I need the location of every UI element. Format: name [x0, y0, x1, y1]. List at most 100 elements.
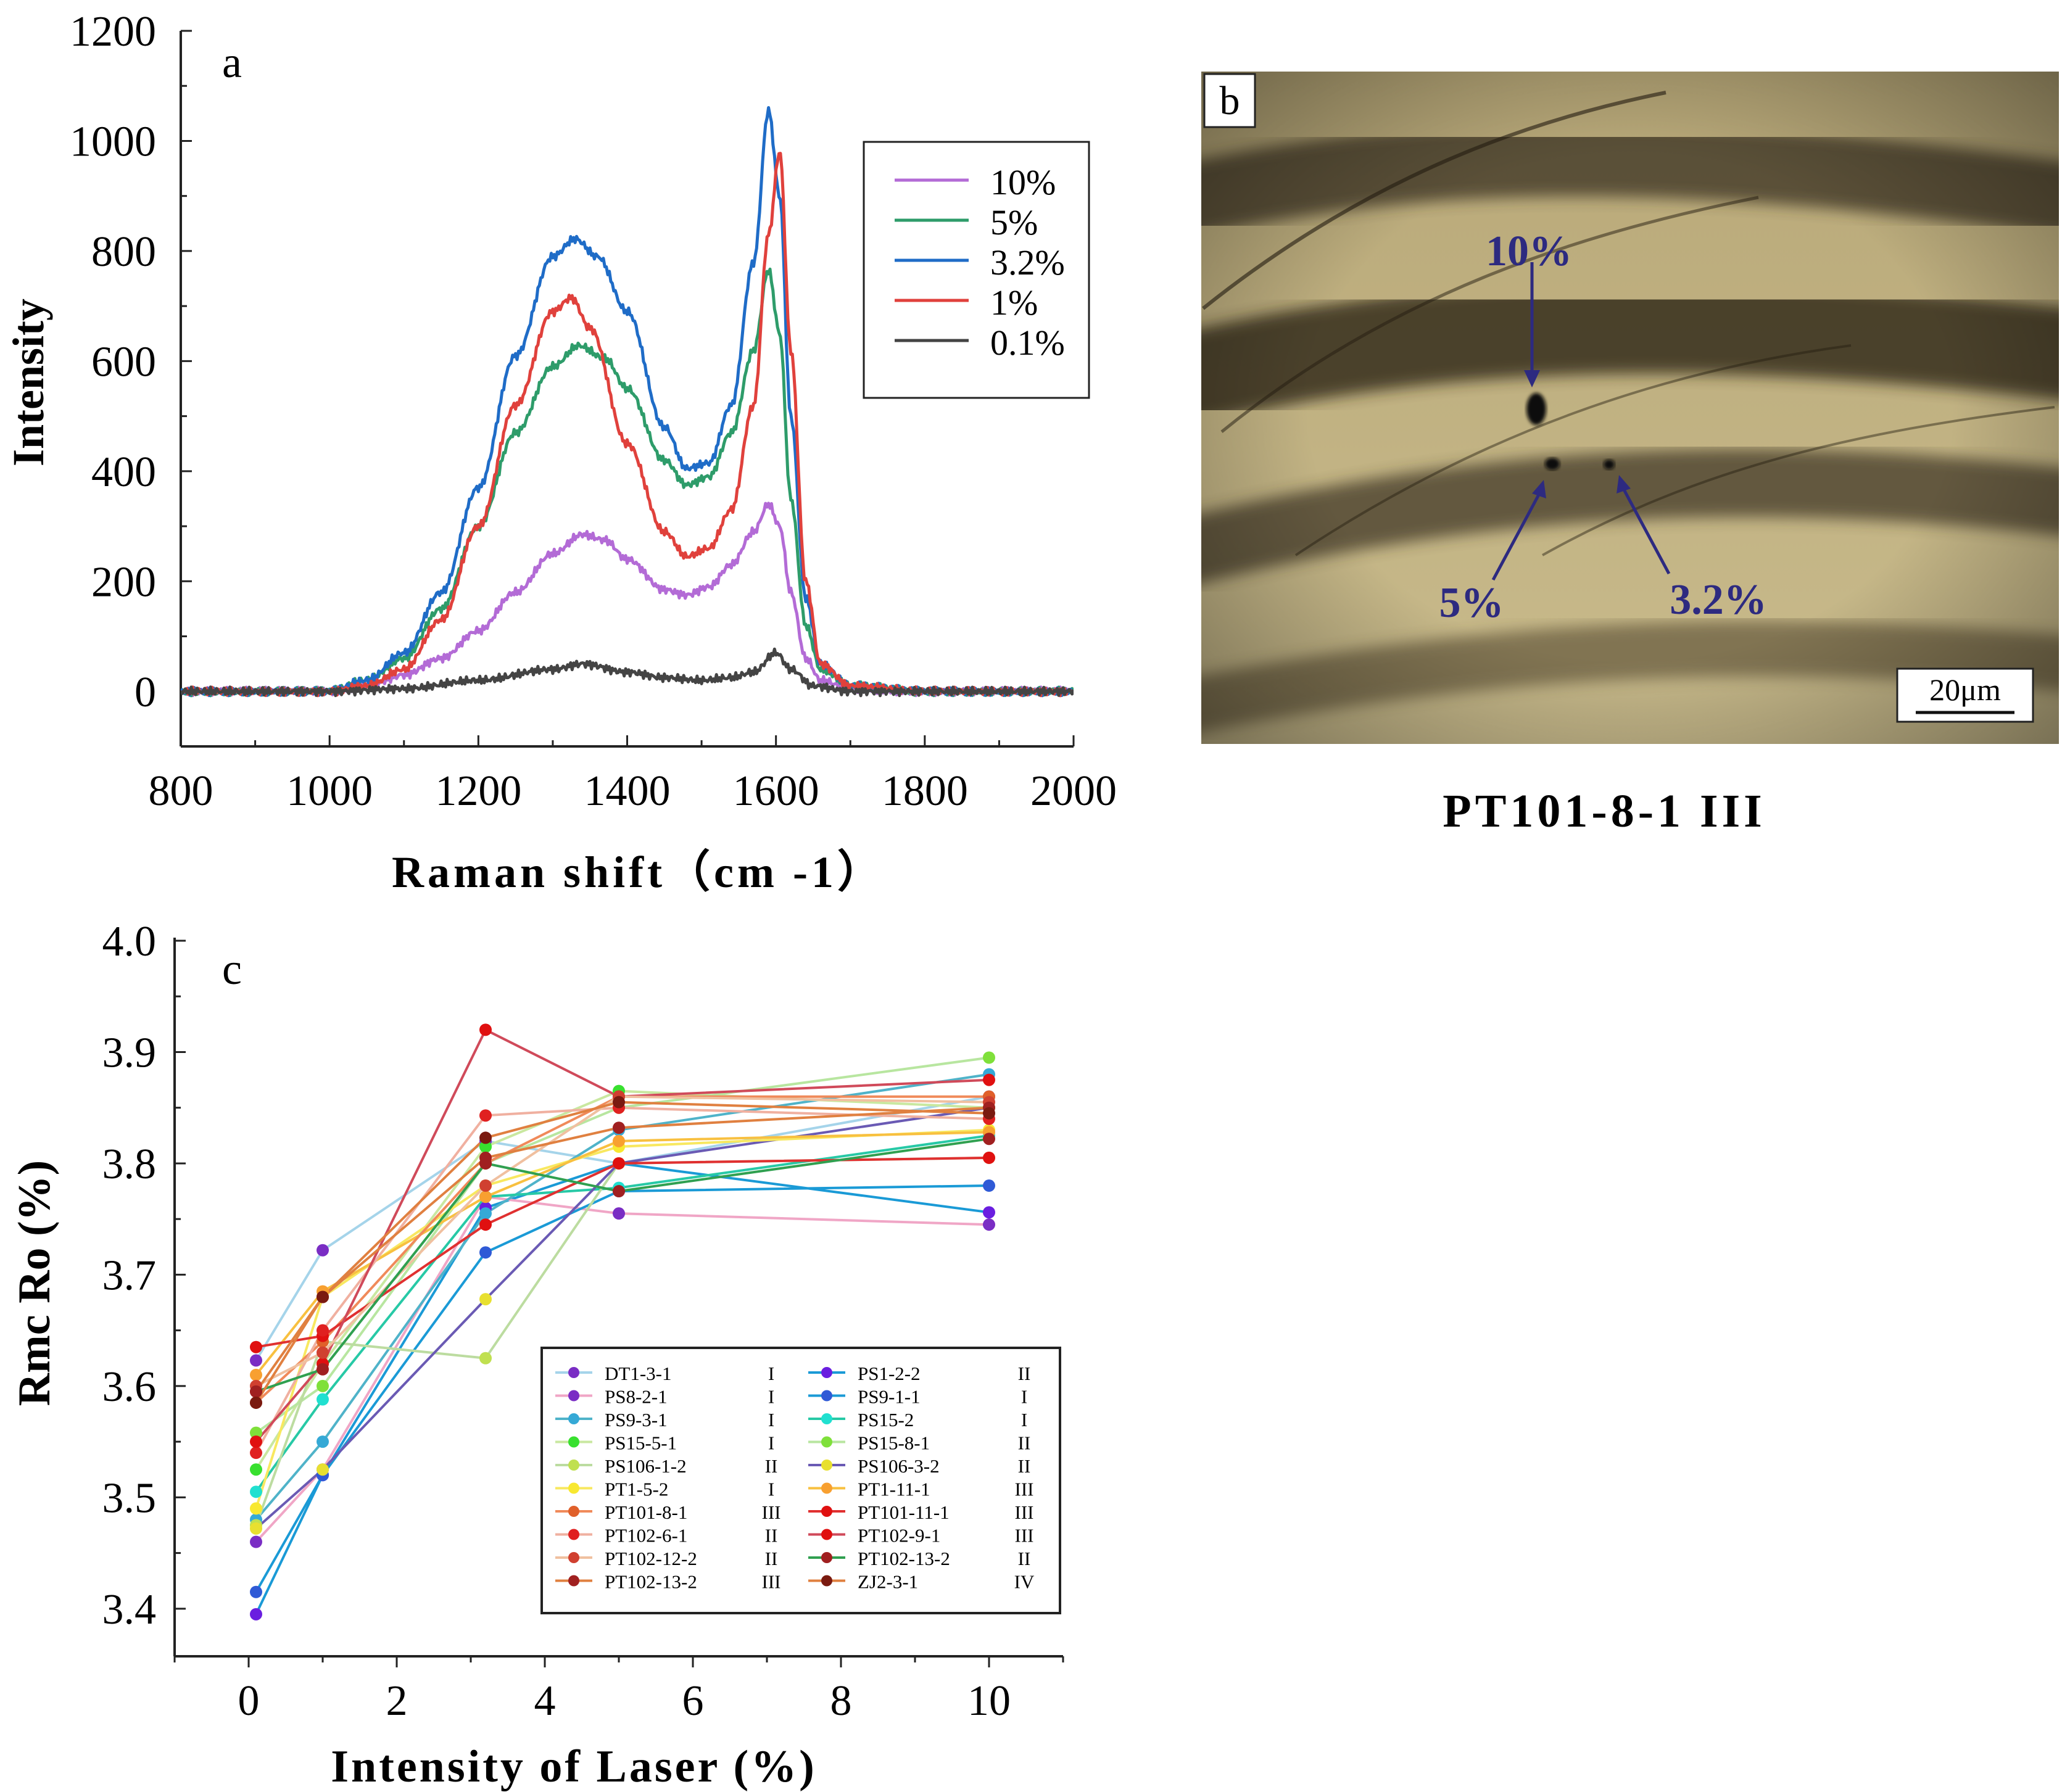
- panel-c-legend-marker: [568, 1552, 579, 1563]
- panel-c-legend-grade: I: [768, 1386, 774, 1408]
- panel-c-legend-marker: [821, 1367, 832, 1378]
- panel-a-x-tick-label: 1800: [882, 767, 968, 815]
- panel-c-legend-name: PS9-3-1: [605, 1409, 668, 1431]
- panel-c-point: [479, 1140, 492, 1153]
- panel-a-y-tick-label: 0: [135, 669, 156, 716]
- panel-c-point: [479, 1207, 492, 1220]
- panel-c-legend-grade: II: [1018, 1548, 1031, 1569]
- panel-c-axes: 3.4 3.5 3.6 3.7 3.8 3.9 4.0 0 2 4 6 8 10: [102, 918, 1064, 1725]
- panel-c-legend-grade: II: [1018, 1432, 1031, 1454]
- panel-c-legend-name: PT102-13-2: [605, 1571, 697, 1593]
- panel-c-x-tick-label: 2: [386, 1677, 408, 1725]
- panel-c-y-tick-label: 4.0: [102, 918, 157, 965]
- panel-c-x-tick-label: 6: [682, 1677, 704, 1725]
- panel-c-point: [613, 1134, 625, 1147]
- panel-c-point: [250, 1354, 262, 1367]
- panel-c-point: [250, 1435, 262, 1448]
- panel-a-legend-label: 5%: [990, 202, 1038, 242]
- panel-c-legend-name: PS1-2-2: [858, 1363, 921, 1384]
- panel-c-point: [250, 1502, 262, 1515]
- panel-c-point: [479, 1293, 492, 1306]
- panel-c-legend-marker: [568, 1529, 579, 1540]
- panel-c-point: [250, 1485, 262, 1498]
- panel-a-legend-label: 1%: [990, 283, 1038, 323]
- panel-c-point: [317, 1363, 329, 1376]
- panel-c-point: [250, 1426, 262, 1439]
- panel-c-legend-name: PT101-11-1: [858, 1501, 950, 1523]
- panel-c-point: [317, 1324, 329, 1337]
- panel-a-y-tick-label: 800: [91, 228, 156, 276]
- annotation-10-percent: 10%: [1486, 228, 1572, 275]
- panel-c-legend-name: PT102-9-1: [858, 1525, 940, 1546]
- panel-c-point: [983, 1151, 995, 1164]
- panel-c-legend-grade: II: [765, 1525, 778, 1546]
- panel-c-legend-marker: [821, 1552, 832, 1563]
- panel-c-legend-grade: III: [762, 1571, 781, 1593]
- panel-c-legend-marker: [568, 1506, 579, 1517]
- panel-c-point: [250, 1447, 262, 1460]
- panel-c-x-axis-title: Intensity of Laser (%): [331, 1741, 817, 1792]
- panel-c-legend-marker: [821, 1506, 832, 1517]
- panel-a-x-tick-label: 800: [149, 767, 213, 815]
- panel-c-point: [317, 1244, 329, 1257]
- panel-c-point: [983, 1073, 995, 1086]
- panel-a-series: [181, 106, 1074, 698]
- panel-c-y-tick-label: 3.9: [102, 1029, 157, 1076]
- panel-c-point: [613, 1185, 625, 1198]
- panel-c-legend-name: PS9-1-1: [858, 1386, 921, 1408]
- panel-a-legend-label: 0.1%: [990, 323, 1065, 363]
- panel-c-point: [613, 1157, 625, 1170]
- panel-a-y-tick-label: 400: [91, 448, 156, 496]
- panel-c-point: [479, 1352, 492, 1365]
- micrograph-image: [1201, 72, 2059, 744]
- panel-c-legend-marker: [568, 1367, 579, 1378]
- panel-c-point: [479, 1218, 492, 1231]
- panel-c-legend-name: PS15-2: [858, 1409, 914, 1431]
- panel-c-legend-name: PS106-1-2: [605, 1455, 687, 1477]
- panel-c-legend-marker: [821, 1413, 832, 1424]
- panel-c-point: [983, 1051, 995, 1064]
- panel-c-legend-marker: [568, 1460, 579, 1471]
- panel-c-point: [250, 1385, 262, 1398]
- panel-c-point: [479, 1131, 492, 1144]
- panel-c-y-tick-label: 3.8: [102, 1141, 157, 1188]
- panel-c-legend-grade: I: [1021, 1409, 1027, 1431]
- panel-c-point: [613, 1121, 625, 1134]
- panel-a-y-tick-label: 1000: [70, 118, 156, 165]
- panel-c-label: c: [222, 944, 242, 994]
- panel-c-point: [317, 1290, 329, 1303]
- panel-c-legend-marker: [821, 1436, 832, 1448]
- panel-c-legend-name: PS15-8-1: [858, 1432, 930, 1454]
- panel-c-point: [613, 1207, 625, 1220]
- panel-c-legend-name: PS8-2-1: [605, 1386, 668, 1408]
- panel-c-legend-grade: IV: [1014, 1571, 1035, 1593]
- rmc-ro-chart: 3.4 3.5 3.6 3.7 3.8 3.9 4.0 0 2 4 6 8 10 c Intensity…: [9, 918, 1064, 1792]
- panel-c-point: [317, 1435, 329, 1448]
- micro-annotations: 10% 5% 3.2%: [1439, 228, 1767, 627]
- panel-c-point: [983, 1179, 995, 1192]
- panel-c-point: [250, 1535, 262, 1548]
- panel-c-legend-marker: [568, 1413, 579, 1424]
- panel-a-legend: 10%5%3.2%1%0.1%: [863, 141, 1090, 399]
- panel-c-y-tick-label: 3.7: [102, 1252, 157, 1299]
- micrograph-caption: PT101-8-1 III: [1443, 785, 1765, 837]
- panel-c-point: [250, 1340, 262, 1353]
- panel-c-legend: DT1-3-1 I PS1-2-2 II PS8-2-1 I PS9-1-1 I PS9-3-1…: [540, 1347, 1061, 1614]
- panel-a-series-10pct: [181, 502, 1074, 698]
- panel-c-legend-name: DT1-3-1: [605, 1363, 671, 1384]
- panel-c-point: [250, 1463, 262, 1476]
- panel-c-point: [479, 1179, 492, 1192]
- panel-a-x-axis-title: Raman shift（cm -1）: [392, 848, 885, 897]
- panel-c-legend-marker: [821, 1390, 832, 1402]
- panel-c-point: [613, 1096, 625, 1109]
- panel-c-point: [250, 1396, 262, 1409]
- panel-c-legend-name: PS15-5-1: [605, 1432, 677, 1454]
- panel-c-point: [317, 1346, 329, 1359]
- panel-c-legend-name: PT102-13-2: [858, 1548, 950, 1569]
- panel-c-legend-grade: I: [768, 1479, 774, 1500]
- panel-c-point: [250, 1608, 262, 1621]
- scale-bar-label: 20μm: [1929, 672, 2001, 707]
- panel-c-series: [250, 1023, 995, 1621]
- panel-c-legend-marker: [568, 1436, 579, 1448]
